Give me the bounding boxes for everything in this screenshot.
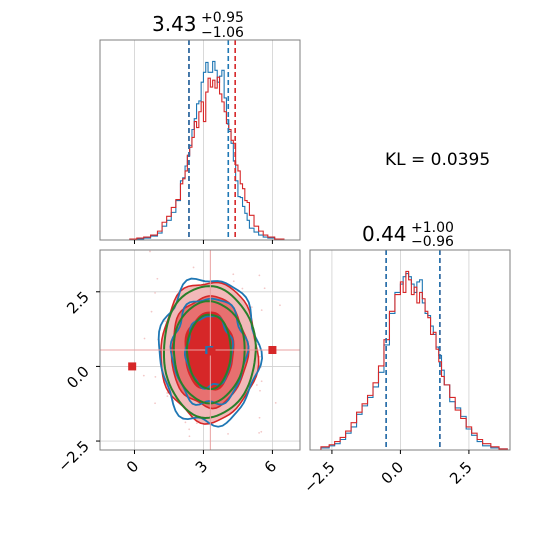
marker-red: [207, 347, 216, 356]
marker-red: [128, 362, 137, 371]
y-tick-label: 0.0: [63, 363, 93, 393]
scatter-point: [143, 337, 146, 340]
scatter-point: [260, 430, 263, 433]
scatter-point: [156, 277, 159, 280]
green-contour: [186, 313, 232, 391]
axes-frame: [99, 249, 301, 451]
blue-contour: [157, 277, 264, 428]
marginal-y-title-minus: −0.96: [411, 234, 454, 250]
green-contour: [172, 300, 246, 405]
scatter-point: [263, 287, 266, 290]
joint-panel: 0 3 6 −2.5 0.0 2.5: [54, 237, 322, 477]
x-tick-label: 2.5: [446, 458, 476, 488]
marginal-x-title-plus: +0.95: [201, 10, 244, 26]
y-tick-label: 2.5: [63, 288, 93, 318]
scatter-point: [274, 401, 277, 404]
scatter-point: [241, 287, 244, 290]
kl-annotation: KL = 0.0395: [385, 150, 490, 170]
scatter-point: [154, 376, 157, 378]
scatter-point: [184, 421, 187, 424]
marker-red: [268, 346, 277, 354]
scatter-point: [192, 266, 195, 269]
marginal-y-title-plus: +1.00: [411, 220, 454, 236]
scatter-point: [150, 310, 153, 313]
marginal-x-title-value: 3.43: [152, 12, 197, 36]
histogram-series-red: [312, 270, 508, 451]
scatter-point: [188, 435, 191, 438]
scatter-point: [142, 374, 145, 377]
scatter-point: [258, 416, 261, 419]
green-contour: [163, 285, 257, 420]
scatter-point: [193, 237, 195, 239]
axes-frame: [99, 39, 301, 241]
histogram-series-red: [122, 76, 285, 241]
blue-contour: [169, 297, 250, 406]
scatter-point: [154, 291, 156, 294]
scatter-point: [166, 395, 169, 397]
scatter-point: [258, 431, 261, 434]
x-tick-label: 6: [261, 457, 280, 476]
scatter-point: [260, 309, 263, 312]
scatter-point: [279, 304, 281, 307]
x-tick-label: 3: [192, 457, 211, 476]
marginal-y-title-value: 0.44: [362, 222, 407, 246]
x-tick-label: 0: [123, 457, 142, 476]
scatter-point: [320, 337, 322, 339]
scatter-point: [260, 380, 263, 383]
y-tick-label: −2.5: [54, 437, 92, 475]
scatter-point: [227, 432, 229, 435]
scatter-point: [216, 245, 218, 247]
scatter-point: [258, 355, 261, 358]
marginal-x-title-minus: −1.06: [201, 25, 244, 41]
marginal-y-panel: −2.5 0.0 2.5: [300, 249, 511, 497]
marginal-x-panel: [99, 39, 301, 244]
x-tick-label: 0.0: [378, 458, 408, 488]
scatter-point: [149, 250, 151, 253]
scatter-point: [255, 384, 258, 386]
scatter-point: [188, 428, 191, 431]
scatter-point: [154, 402, 156, 405]
scatter-point: [250, 306, 253, 308]
scatter-point: [232, 273, 235, 276]
scatter-point: [232, 280, 235, 283]
scatter-point: [166, 392, 169, 394]
scatter-point: [195, 422, 198, 425]
axes-frame: [309, 249, 511, 451]
x-tick-label: −2.5: [300, 458, 338, 496]
scatter-point: [259, 389, 261, 392]
histogram-series-blue: [312, 272, 508, 451]
scatter-point: [164, 320, 167, 323]
scatter-point: [258, 274, 261, 277]
